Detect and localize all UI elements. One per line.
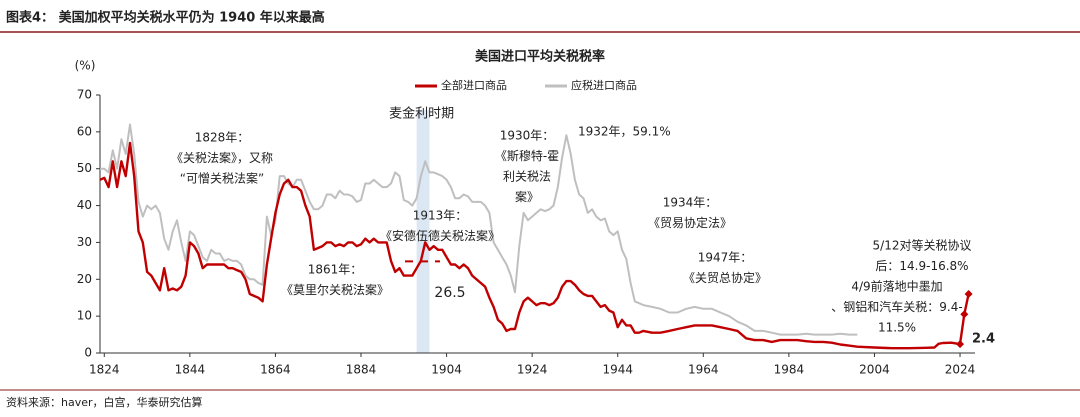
annotation: “可憎关税法案” bbox=[180, 171, 264, 186]
x-tick-label: 1964 bbox=[688, 363, 719, 377]
x-tick-label: 1844 bbox=[175, 363, 206, 377]
chart-title: 美国进口平均关税税率 bbox=[475, 49, 605, 65]
x-tick-label: 2004 bbox=[859, 363, 890, 377]
annotation: 《斯穆特-霍 bbox=[495, 148, 559, 163]
x-tick-label: 1924 bbox=[517, 363, 548, 377]
x-tick-label: 2024 bbox=[945, 363, 976, 377]
y-tick-label: 70 bbox=[77, 88, 92, 102]
annotation: 《安德伍德关税法案》 bbox=[380, 228, 500, 243]
annotation: 1913年： bbox=[413, 209, 468, 223]
annotation: 《关税法案》，又称 bbox=[171, 150, 273, 165]
annotation: 1934年： bbox=[663, 196, 718, 210]
y-tick-label: 20 bbox=[77, 272, 92, 286]
annotation: 案》 bbox=[515, 189, 539, 204]
annotation: 1861年： bbox=[308, 263, 363, 277]
y-tick-label: 0 bbox=[84, 346, 92, 360]
annotation: 《贸易协定法》 bbox=[648, 215, 732, 230]
source: 资料来源：haver，白宫，华泰研究估算 bbox=[6, 395, 203, 409]
annotation: 利关税法 bbox=[503, 170, 551, 184]
end-marker bbox=[964, 290, 973, 299]
y-tick-label: 60 bbox=[77, 124, 92, 138]
series-line bbox=[100, 123, 858, 336]
end-marker bbox=[960, 310, 969, 319]
x-tick-label: 1944 bbox=[602, 363, 633, 377]
annotation: 1828年： bbox=[195, 131, 250, 145]
annotation: 1932年，59.1% bbox=[578, 125, 671, 139]
reference-label: 26.5 bbox=[434, 285, 465, 301]
legend-label: 全部进口商品 bbox=[441, 78, 507, 92]
annotation: 5/12对等关税协议 bbox=[873, 238, 972, 253]
annotation: 1947年： bbox=[698, 251, 753, 265]
shade-band bbox=[416, 110, 430, 353]
x-tick-label: 1984 bbox=[774, 363, 805, 377]
annotation: 《莫里尔关税法案》 bbox=[281, 282, 389, 297]
y-tick-label: 30 bbox=[77, 235, 92, 249]
annotation: 11.5% bbox=[878, 321, 916, 335]
series-line bbox=[99, 141, 970, 350]
annotation: 1930年： bbox=[500, 129, 555, 143]
shade-label: 麦金利时期 bbox=[389, 106, 454, 122]
y-tick-label: 40 bbox=[77, 198, 92, 212]
annotation: 、钢铝和汽车关税：9.4- bbox=[831, 299, 962, 314]
value-label: 2.4 bbox=[972, 332, 995, 347]
x-tick-label: 1864 bbox=[260, 363, 291, 377]
annotation: 《关贸总协定》 bbox=[683, 270, 767, 285]
legend-label: 应税进口商品 bbox=[571, 78, 637, 92]
y-tick-label: 10 bbox=[77, 309, 92, 323]
annotation: 4/9前落地中墨加 bbox=[851, 279, 942, 294]
x-tick-label: 1884 bbox=[346, 363, 377, 377]
annotation: 后：14.9-16.8% bbox=[875, 259, 968, 273]
end-marker bbox=[956, 340, 965, 349]
x-tick-label: 1824 bbox=[89, 363, 120, 377]
y-axis-label: (%) bbox=[75, 59, 96, 73]
y-tick-label: 50 bbox=[77, 161, 92, 175]
x-tick-label: 1904 bbox=[431, 363, 462, 377]
page-title: 图表4： 美国加权平均关税水平仍为 1940 年以来最高 bbox=[6, 10, 325, 26]
